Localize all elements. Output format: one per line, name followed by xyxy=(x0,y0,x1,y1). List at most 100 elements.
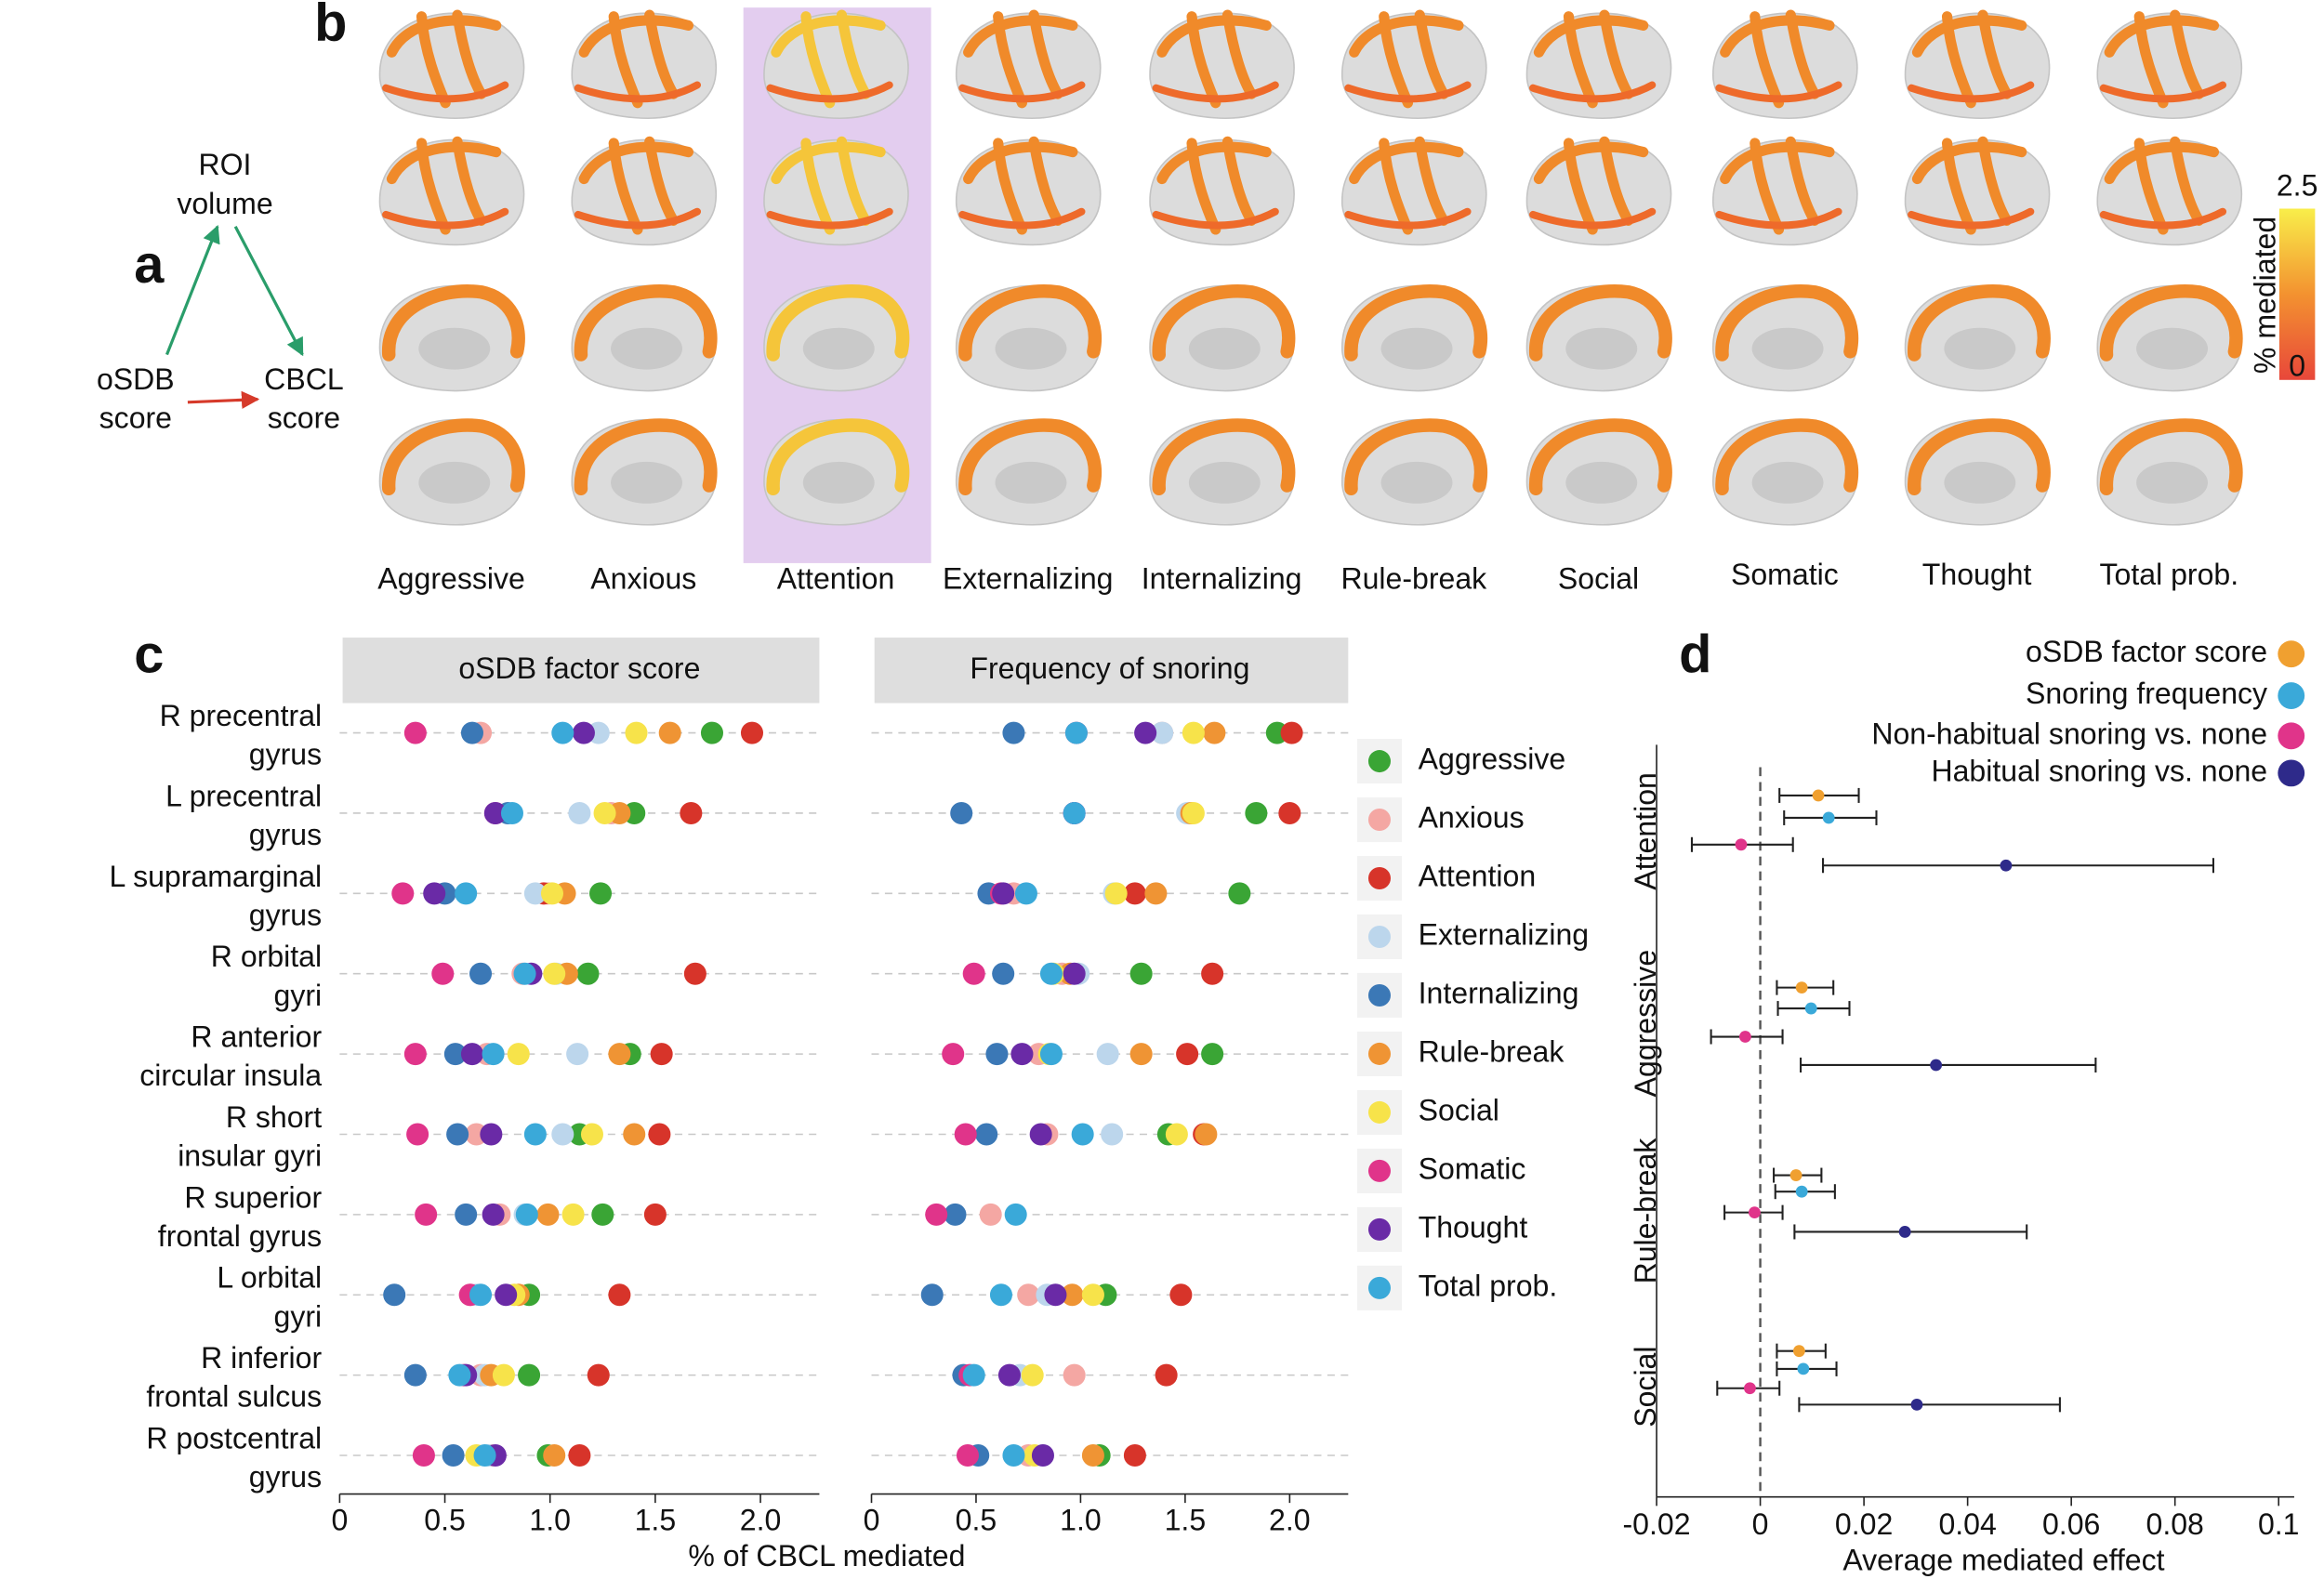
brain xyxy=(1904,418,2051,526)
dot xyxy=(1165,1123,1188,1146)
dot xyxy=(572,721,595,744)
brain-overlay xyxy=(1529,284,1672,362)
x-tick-label: 0 xyxy=(331,1503,348,1536)
brain xyxy=(2096,9,2243,120)
brain xyxy=(1149,418,1296,526)
panel-label: c xyxy=(134,625,164,685)
region-label: gyrus xyxy=(249,738,322,771)
dot xyxy=(1039,1043,1063,1066)
node-label: CBCL xyxy=(264,362,344,396)
dot xyxy=(975,1123,998,1146)
dot xyxy=(523,882,547,905)
dot xyxy=(480,1123,503,1146)
brain xyxy=(571,9,718,120)
dot xyxy=(1044,1283,1067,1307)
group-label: Aggressive xyxy=(1629,950,1662,1098)
region-label: gyri xyxy=(274,979,323,1012)
x-tick-label: 1.5 xyxy=(1165,1503,1207,1536)
legend-dot xyxy=(1367,1159,1391,1182)
dot xyxy=(954,1123,977,1146)
region-label: circular insula xyxy=(139,1059,322,1092)
brain xyxy=(1341,418,1488,526)
brain xyxy=(763,136,909,246)
dot xyxy=(443,1043,467,1066)
brain-medial xyxy=(1188,327,1261,370)
brain xyxy=(1525,9,1672,120)
brain xyxy=(2096,136,2243,246)
legend-dot xyxy=(1367,1276,1391,1299)
brain-medial xyxy=(1751,461,1824,504)
dot xyxy=(1144,882,1168,905)
dot xyxy=(1195,1123,1218,1146)
brain-overlay xyxy=(1715,207,1842,230)
brain xyxy=(571,284,718,392)
brain-medial xyxy=(995,327,1067,370)
brain-medial xyxy=(1565,327,1638,370)
brain-overlay xyxy=(766,418,910,495)
brain-overlay xyxy=(1344,418,1488,495)
dot xyxy=(1151,721,1174,744)
dot xyxy=(455,1203,478,1226)
group-label: Rule-break xyxy=(1629,1138,1662,1284)
dot xyxy=(985,1043,1009,1066)
brain-medial xyxy=(1944,327,2016,370)
dot xyxy=(1280,721,1303,744)
brain-overlay xyxy=(1715,81,1842,103)
dot xyxy=(1182,801,1205,825)
brain-medial xyxy=(611,461,682,504)
dot xyxy=(1123,1443,1146,1467)
brain-overlay xyxy=(574,284,718,362)
legend-dot xyxy=(1367,1100,1391,1124)
brain xyxy=(1904,284,2051,392)
brain-medial xyxy=(1565,461,1638,504)
dot xyxy=(683,962,706,985)
region-label: gyrus xyxy=(249,818,322,851)
node-label: volume xyxy=(177,187,272,220)
dot xyxy=(455,882,478,905)
dot xyxy=(1201,962,1224,985)
brain-overlay xyxy=(958,81,1086,103)
brain-medial xyxy=(802,461,875,504)
colorbar xyxy=(2278,208,2316,380)
measure-label: Aggressive xyxy=(377,562,525,596)
brain-medial xyxy=(1380,461,1453,504)
brain-medial xyxy=(418,327,491,370)
dot xyxy=(446,1123,469,1146)
point xyxy=(1789,1169,1802,1181)
legend-dot xyxy=(1367,983,1391,1007)
dot xyxy=(442,1443,465,1467)
brain-overlay xyxy=(1152,284,1296,362)
brain xyxy=(956,418,1103,526)
region-label: frontal sulcus xyxy=(146,1380,322,1414)
brain-medial xyxy=(802,327,875,370)
brain xyxy=(763,284,910,392)
x-tick-label: 0 xyxy=(1752,1507,1769,1541)
brain xyxy=(1712,136,1858,246)
region-label: L precentral xyxy=(165,779,322,812)
measure-label: Internalizing xyxy=(1142,562,1302,596)
brain-overlay xyxy=(958,284,1103,362)
dot xyxy=(495,1283,518,1307)
dot xyxy=(942,1043,965,1066)
panel-label: d xyxy=(1679,625,1711,685)
dot xyxy=(403,1043,427,1066)
legend-dot xyxy=(1367,809,1391,832)
brain-medial xyxy=(2136,461,2208,504)
x-tick-label: 0.5 xyxy=(956,1503,997,1536)
brain-medial xyxy=(1188,461,1261,504)
brain xyxy=(763,9,909,120)
dot xyxy=(460,1043,483,1066)
legend-dot xyxy=(1367,1217,1391,1241)
panel-label: b xyxy=(314,0,347,53)
dot xyxy=(962,1363,985,1387)
x-tick-label: 1.5 xyxy=(635,1503,677,1536)
dot xyxy=(403,721,427,744)
brain xyxy=(1525,418,1672,526)
region-label: R postcentral xyxy=(146,1421,322,1454)
dot xyxy=(925,1203,948,1226)
dot xyxy=(623,1123,646,1146)
point xyxy=(1792,1345,1805,1358)
brain xyxy=(1341,284,1488,392)
dot xyxy=(1129,1043,1153,1066)
